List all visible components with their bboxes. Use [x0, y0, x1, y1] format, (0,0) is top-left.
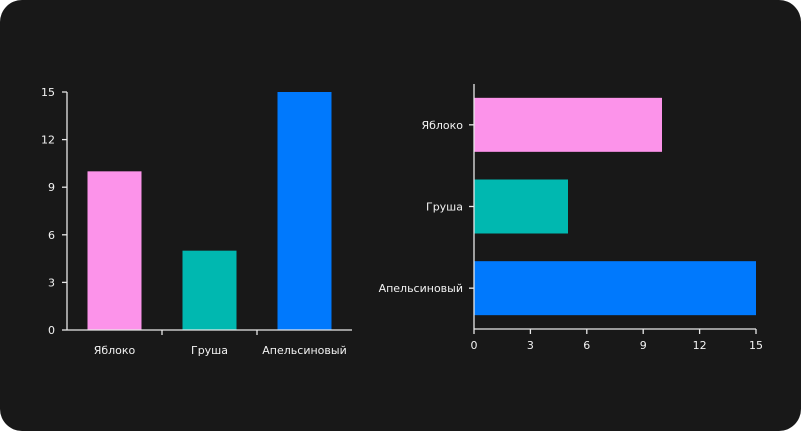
hbar-x-tick-label: 3	[527, 339, 534, 352]
vbar-2	[182, 250, 237, 330]
hbar-y-category-label: Яблоко	[421, 119, 463, 132]
hbar-y-category-label: Груша	[426, 201, 463, 214]
vbar-x-category-label: Груша	[191, 344, 228, 357]
hbar-2	[474, 179, 568, 234]
vbar-3	[277, 92, 332, 330]
hbar-x-tick-label: 12	[693, 339, 707, 352]
vbar-y-tick-label: 0	[48, 324, 55, 337]
vbar-x-category-label: Апельсиновый	[262, 344, 346, 357]
hbar-1	[474, 97, 662, 152]
hbar-3	[474, 261, 756, 316]
vbar-y-tick-label: 9	[48, 181, 55, 194]
vbar-y-tick-label: 3	[48, 276, 55, 289]
hbar-x-tick-label: 9	[640, 339, 647, 352]
hbar-x-tick-label: 15	[749, 339, 763, 352]
vbar-1	[87, 171, 142, 330]
horizontal-bar-chart: Яблоко Груша Апельсиновый 0 3 6 9 12 15	[379, 84, 763, 352]
vbar-x-category-label: Яблоко	[94, 344, 136, 357]
hbar-y-category-label: Апельсиновый	[379, 282, 463, 295]
vertical-bar-chart: 0 3 6 9 12 15 Яблоко Груша Апельсиновый	[41, 86, 352, 357]
hbar-x-tick-label: 6	[583, 339, 590, 352]
hbar-x-tick-label: 0	[471, 339, 478, 352]
vbar-y-tick-label: 6	[48, 229, 55, 242]
vbar-y-tick-label: 15	[41, 86, 55, 99]
vbar-y-tick-label: 12	[41, 134, 55, 147]
